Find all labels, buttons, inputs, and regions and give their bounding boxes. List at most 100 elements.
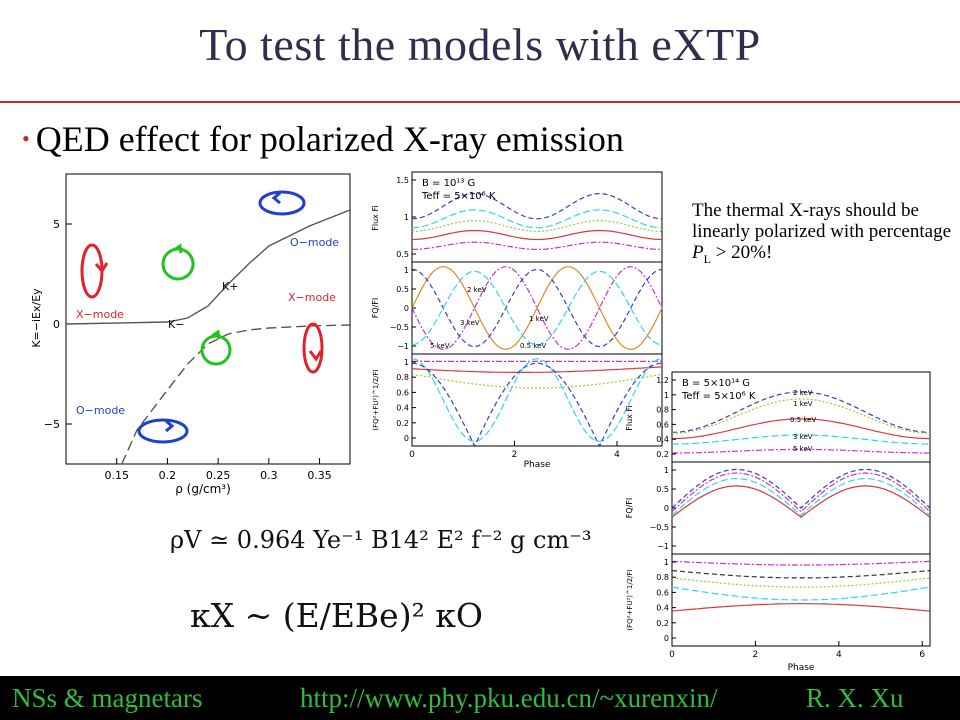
y-tick-label: −0.5 xyxy=(390,323,409,332)
circle-green-bottom-icon xyxy=(200,334,232,366)
y-tick-label: 0 xyxy=(53,318,60,331)
b14-ylabel-flux: Flux Fi xyxy=(625,405,634,430)
dispersion-chart: 0.15 0.2 0.25 0.3 0.35 5 0 −5 ρ (g/cm³) K=−iEx/… xyxy=(28,168,358,518)
flux-curve-05kev xyxy=(671,418,931,440)
x-tick-label: 4 xyxy=(614,450,620,460)
y-tick-label: 0 xyxy=(664,634,669,643)
pol-curve-3kev xyxy=(671,603,931,612)
fq-curve-b xyxy=(411,266,663,350)
dispersion-ticks: 0.15 0.2 0.25 0.3 0.35 5 0 −5 xyxy=(44,218,332,482)
fq-curve-c xyxy=(411,268,663,348)
y-tick-label: 1.2 xyxy=(656,376,669,385)
y-tick-label: 0.4 xyxy=(656,604,669,613)
fq-curve-c xyxy=(671,477,931,517)
y-tick-label: 0.8 xyxy=(656,573,669,582)
flux-curve-1kev xyxy=(411,209,663,229)
flux-curve-5kev xyxy=(672,448,930,454)
x-tick-label: 0.25 xyxy=(206,469,231,482)
arrow-green-bottom-icon xyxy=(211,329,221,340)
dispersion-svg: 0.15 0.2 0.25 0.3 0.35 5 0 −5 ρ (g/cm³) K=−iEx/… xyxy=(30,173,351,496)
b14-energy-5kev: 5 keV xyxy=(793,445,813,453)
ellipse-red-left-icon xyxy=(80,243,104,299)
title-divider xyxy=(0,101,960,103)
pol-curve-1kev xyxy=(411,357,663,443)
x-tick-label: 2 xyxy=(512,450,518,460)
pol-curve-5kev xyxy=(671,560,931,566)
fq-curve-d xyxy=(671,485,931,518)
y-tick-label: 0.4 xyxy=(656,435,669,444)
pol-curve-05kev xyxy=(411,373,663,389)
y-tick-label: 0.2 xyxy=(396,419,409,428)
flux-curve-3kev xyxy=(672,434,930,445)
bullet-dot-icon: • xyxy=(22,126,30,151)
b13-label-b: B = 10¹³ G xyxy=(422,178,475,189)
y-tick-label: 0.5 xyxy=(656,485,669,494)
x-tick-label: 4 xyxy=(836,650,842,660)
annotation-k-plus: K+ xyxy=(222,280,238,293)
b14-ylabel-pol: (FQ²+FU²)^1/2/FI xyxy=(626,569,634,630)
y-tick-label: 1 xyxy=(664,558,669,567)
b13-ylabel-flux: Flux Fi xyxy=(371,205,380,230)
series-k-minus-line xyxy=(121,324,351,465)
flux-curve-1kev xyxy=(671,398,931,434)
y-tick-label: 0 xyxy=(404,434,409,443)
y-tick-label: 1 xyxy=(404,213,409,222)
b14-pol-frame xyxy=(671,553,931,647)
footer-topic: NSs & magnetars xyxy=(12,682,203,713)
b14-energy-3kev: 3 keV xyxy=(793,433,813,441)
b14-label-teff: Teff = 5×10⁶ K xyxy=(681,391,756,402)
b13-label-teff: Teff = 5×10⁶ K xyxy=(421,191,496,202)
annotation-x-mode-left: X−mode xyxy=(76,308,124,321)
footer-url[interactable]: http://www.phy.pku.edu.cn/~xurenxin/ xyxy=(300,682,718,713)
b13-pol-frame xyxy=(411,353,663,447)
y-tick-label: 1 xyxy=(664,466,669,475)
annotation-o-mode-top: O−mode xyxy=(290,236,339,249)
x-tick-label: 0 xyxy=(669,650,675,660)
y-tick-label: 5 xyxy=(53,218,60,231)
y-tick-label: −1 xyxy=(657,542,669,551)
y-tick-label: 0.6 xyxy=(396,388,409,397)
bullet-text: QED effect for polarized X-ray emission xyxy=(35,119,624,159)
b13-xlabel: Phase xyxy=(524,460,551,470)
b13-energy-2kev: 2 keV xyxy=(467,286,487,294)
y-tick-label: 0.4 xyxy=(396,404,409,413)
flux-curve-2kev xyxy=(411,192,663,220)
b14-energy-2kev: 2 keV xyxy=(793,389,813,397)
y-tick-label: 0 xyxy=(404,304,409,313)
x-tick-label: 0.3 xyxy=(260,469,278,482)
b13-energy-1kev: 1 keV xyxy=(529,315,549,323)
y-tick-label: 0.6 xyxy=(656,420,669,429)
y-tick-label: 0.5 xyxy=(396,285,409,294)
b13-energy-05kev: 0.5 keV xyxy=(520,342,546,350)
x-tick-label: 0 xyxy=(409,450,415,460)
lightcurve-chart-b13: 0 2 4 1.5 1 0.5 1 0.5 0 −0.5 −1 1 0.8 0.6 0.4 0.2 0 B = … xyxy=(364,168,669,478)
pol-curve-05kev xyxy=(671,577,931,588)
pol-curve-1kev xyxy=(671,586,931,601)
fq-curve-a xyxy=(671,468,931,509)
annotation-o-mode-bottom: O−mode xyxy=(76,404,125,417)
lightcurve-chart-b14: 0 2 4 6 1.2 1 0.8 0.6 0.4 0.2 1 0.5 0 −0.5 −1 1 0.8 0.6 0.… xyxy=(618,368,938,681)
x-tick-label: 0.2 xyxy=(159,469,177,482)
circle-green-top-icon xyxy=(161,247,195,281)
arrow-green-top-icon xyxy=(173,243,183,254)
y-tick-label: −5 xyxy=(44,418,60,431)
dispersion-ylabel: K=−iEx/Ey xyxy=(30,288,43,348)
x-tick-label: 0.15 xyxy=(104,469,129,482)
note-p-subscript: L xyxy=(703,251,711,266)
slide-title: To test the models with eXTP xyxy=(199,19,761,70)
bullet-point: • QED effect for polarized X-ray emissio… xyxy=(22,118,624,160)
b13-energy-5kev: 5 keV xyxy=(430,342,450,350)
note-text: The thermal X-rays should be linearly po… xyxy=(692,200,952,242)
dispersion-curves xyxy=(65,209,351,465)
polarization-note: The thermal X-rays should be linearly po… xyxy=(692,200,952,270)
y-tick-label: −1 xyxy=(397,342,409,351)
flux-curve-2kev xyxy=(671,391,931,433)
b14-curves xyxy=(671,391,931,612)
annotation-k-minus: K− xyxy=(168,318,184,331)
b13-ticks: 0 2 4 1.5 1 0.5 1 0.5 0 −0.5 −1 1 0.8 0.6 0.4 0.2 0 xyxy=(390,176,621,460)
note-p-symbol: P xyxy=(692,242,704,263)
pol-curve-2kev xyxy=(671,570,931,579)
y-tick-label: 1.5 xyxy=(396,176,409,185)
pol-curve-2kev xyxy=(411,362,663,448)
y-tick-label: 1 xyxy=(404,266,409,275)
